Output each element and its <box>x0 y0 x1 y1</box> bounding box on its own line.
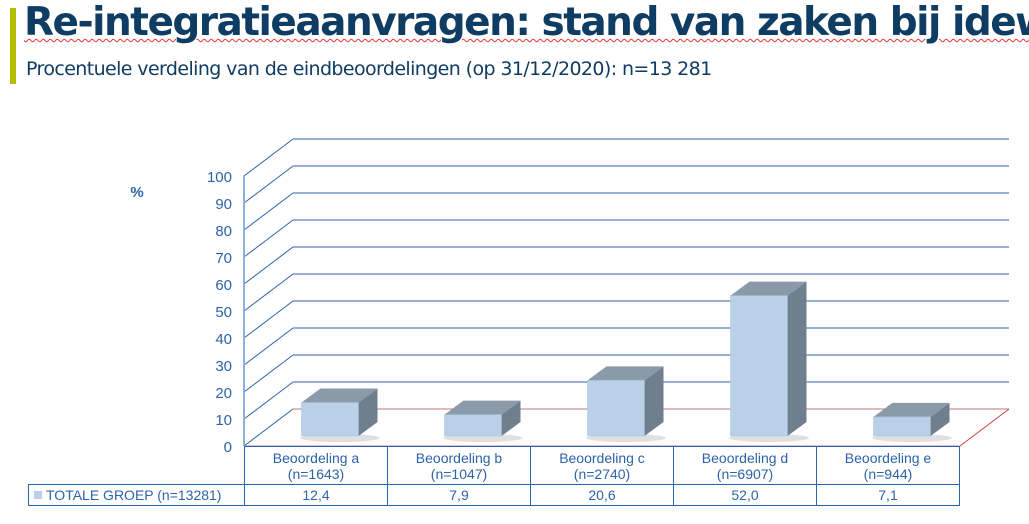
bar <box>873 416 931 437</box>
page-subtitle: Procentuele verdeling van de eindbeoorde… <box>26 58 712 80</box>
legend-swatch <box>34 491 42 499</box>
data-value: 12,4 <box>244 484 388 506</box>
bar-side <box>930 402 950 436</box>
bar <box>444 414 502 437</box>
y-tick-label: 60 <box>215 277 232 294</box>
y-tick-label: 50 <box>215 304 232 321</box>
category-label: Beoordeling c (n=2740) <box>530 446 674 485</box>
y-tick-label: 40 <box>215 331 232 348</box>
data-value: 7,9 <box>387 484 531 506</box>
page-title: Re-integratieaanvragen: stand van zaken … <box>24 0 1029 45</box>
y-tick-label: 90 <box>215 196 232 213</box>
gridline-diagonal <box>243 138 294 177</box>
y-tick-label: 0 <box>224 439 232 456</box>
legend-cell: TOTALE GROEP (n=13281) <box>28 484 245 506</box>
category-label: Beoordeling a (n=1643) <box>244 446 388 485</box>
y-tick-label: 10 <box>215 412 232 429</box>
bar <box>730 295 788 437</box>
gridline-diagonal <box>243 219 294 258</box>
bar <box>587 380 645 437</box>
bar-side <box>501 400 521 436</box>
y-tick-label: 70 <box>215 250 232 267</box>
y-tick-label: 80 <box>215 223 232 240</box>
gridline-diagonal <box>243 300 294 339</box>
bar-top <box>301 388 378 403</box>
y-tick-label: 100 <box>207 169 232 186</box>
data-value: 7,1 <box>816 484 960 506</box>
data-value: 52,0 <box>673 484 817 506</box>
floor-right-edge <box>959 408 1010 447</box>
category-label: Beoordeling e (n=944) <box>816 446 960 485</box>
bar-top <box>587 366 664 381</box>
gridline-diagonal <box>243 246 294 285</box>
data-value: 20,6 <box>530 484 674 506</box>
gridline-diagonal <box>243 192 294 231</box>
category-label: Beoordeling b (n=1047) <box>387 446 531 485</box>
gridline-diagonal <box>243 273 294 312</box>
bar-top <box>873 402 950 417</box>
category-label: Beoordeling d (n=6907) <box>673 446 817 485</box>
legend-label: TOTALE GROEP (n=13281) <box>46 487 222 503</box>
bar-top <box>444 400 521 415</box>
title-accent-bar <box>10 8 16 84</box>
bar-side <box>787 281 807 436</box>
y-tick-label: 30 <box>215 358 232 375</box>
gridline-diagonal <box>243 381 294 420</box>
y-tick-label: 20 <box>215 385 232 402</box>
y-axis-label: % <box>130 184 143 201</box>
bar-top <box>730 281 807 296</box>
bar-side <box>644 366 664 436</box>
bar <box>301 402 359 437</box>
bar-side <box>358 388 378 436</box>
gridline-diagonal <box>243 354 294 393</box>
gridline-diagonal <box>243 165 294 204</box>
gridline-diagonal <box>243 327 294 366</box>
gridline-diagonal <box>243 408 294 447</box>
